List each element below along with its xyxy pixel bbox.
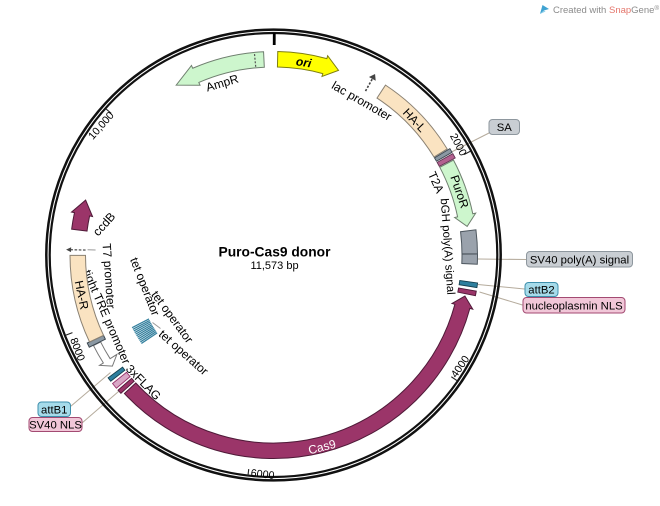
svg-text:Cas9: Cas9 <box>307 437 338 458</box>
svg-text:ori: ori <box>295 54 313 70</box>
svg-text:6000: 6000 <box>250 467 275 482</box>
svg-text:SV40 poly(A) signal: SV40 poly(A) signal <box>530 254 629 266</box>
svg-text:T7 promoter: T7 promoter <box>100 243 119 309</box>
svg-text:SV40 NLS: SV40 NLS <box>29 420 82 432</box>
svg-text:attB1: attB1 <box>41 404 67 416</box>
svg-text:Puro-Cas9 donor: Puro-Cas9 donor <box>219 245 332 260</box>
svg-text:11,573 bp: 11,573 bp <box>250 260 298 272</box>
svg-text:Created with SnapGene®: Created with SnapGene® <box>553 4 659 16</box>
svg-text:SA: SA <box>497 122 513 134</box>
svg-text:attB2: attB2 <box>528 285 554 297</box>
svg-text:nucleoplasmin NLS: nucleoplasmin NLS <box>525 300 623 312</box>
svg-text:HA-R: HA-R <box>72 279 92 311</box>
